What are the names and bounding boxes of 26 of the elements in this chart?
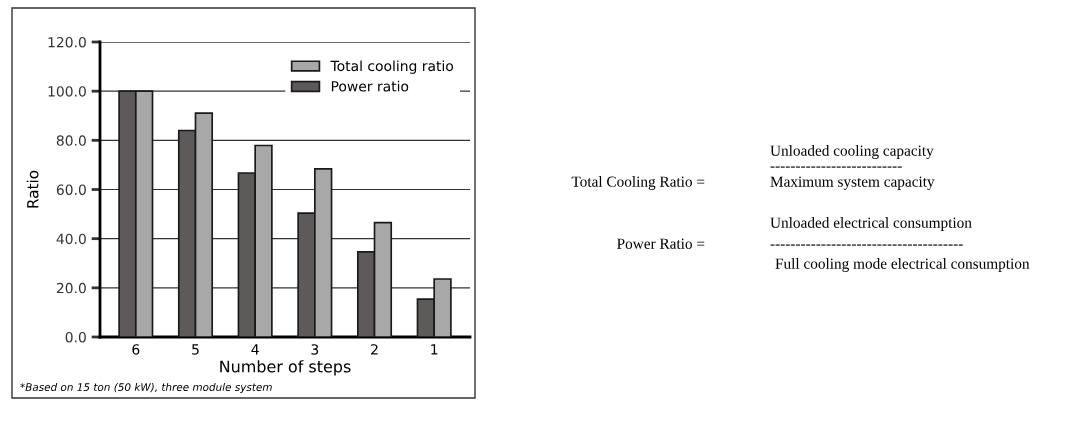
x-axis-title: Number of steps	[220, 360, 351, 376]
text: Maximum system capacity	[770, 176, 935, 190]
text: --------------------------------------	[770, 244, 963, 246]
x-tick-label: 6	[132, 344, 140, 355]
text: Full cooling mode electrical consumption	[775, 258, 1030, 272]
y-tick-label: 80.0	[56, 135, 86, 146]
y-tick-label: 60.0	[56, 184, 86, 195]
text: *Based on 15 ton (50 kW), three module system	[20, 382, 272, 394]
x-tick-label: 4	[251, 344, 259, 355]
x-tick-label: 2	[371, 344, 378, 355]
y-axis-title: Ratio	[26, 170, 39, 208]
text: Power Ratio =	[617, 238, 705, 249]
x-tick-label: 1	[431, 344, 438, 355]
text: Unloaded cooling capacity	[770, 145, 934, 159]
y-tick-label: 100.0	[48, 86, 86, 97]
legend-label: Power ratio	[331, 80, 409, 92]
text: Unloaded electrical consumption	[770, 217, 972, 231]
legend-label: Total cooling ratio	[330, 60, 454, 74]
text: Total Cooling Ratio =	[571, 176, 705, 190]
y-tick-label: 0.0	[65, 331, 86, 343]
text: --------------------------	[770, 166, 902, 168]
x-tick-label: 5	[192, 344, 199, 355]
y-tick-label: 40.0	[56, 233, 86, 245]
y-tick-label: 20.0	[56, 282, 86, 294]
x-tick-label: 3	[311, 344, 319, 355]
y-tick-label: 120.0	[48, 36, 86, 48]
